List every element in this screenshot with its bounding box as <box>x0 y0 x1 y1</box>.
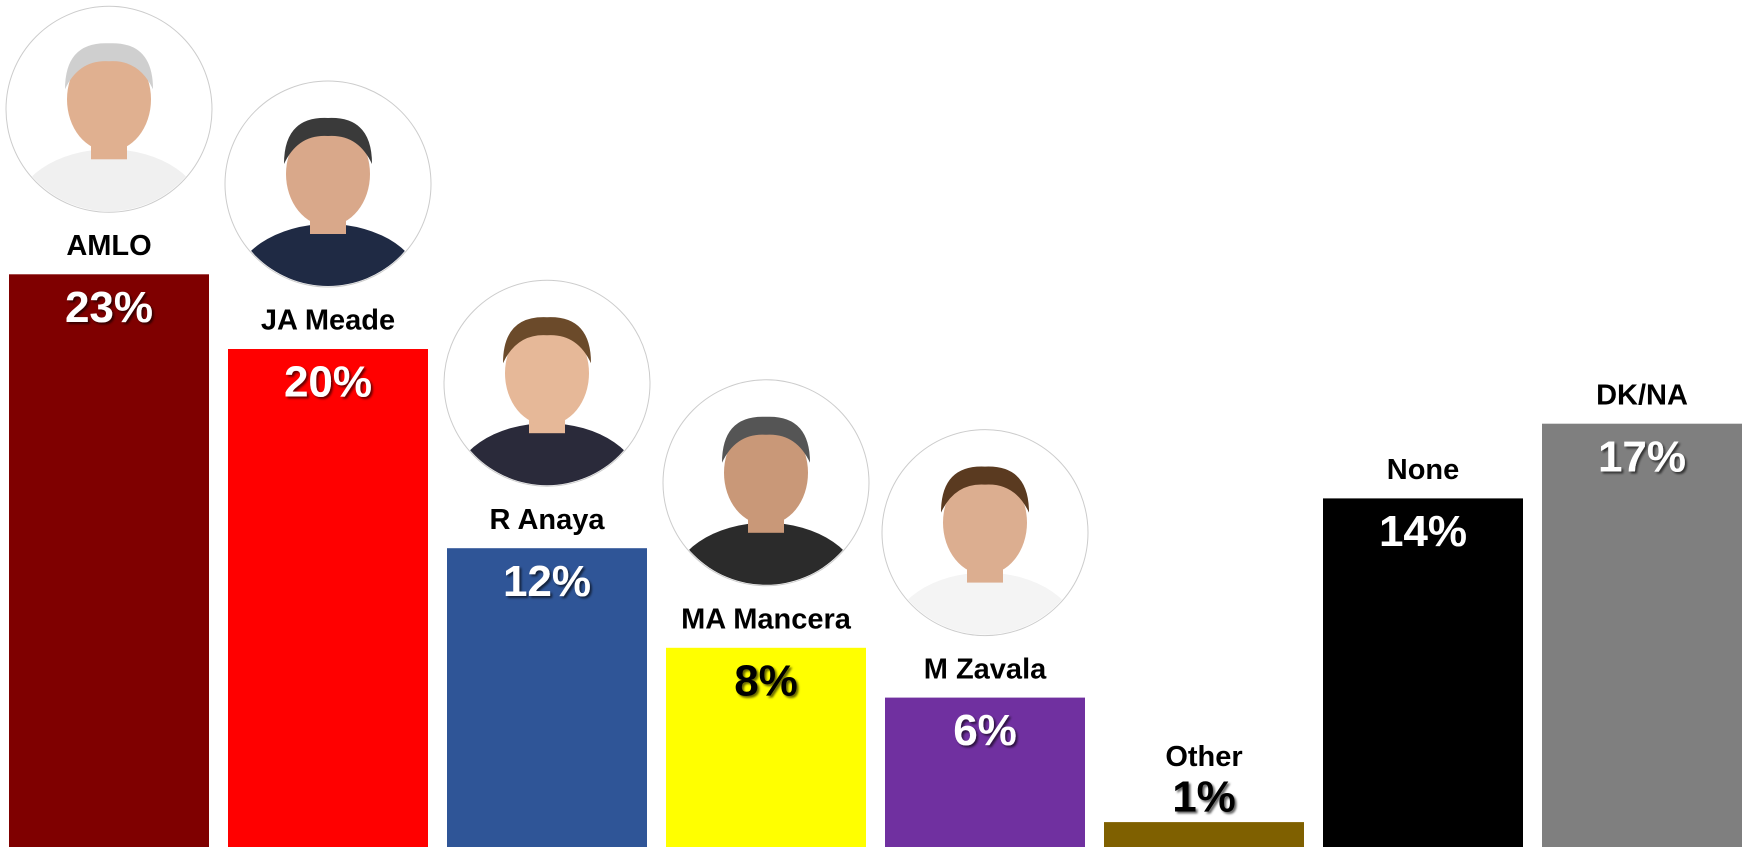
value-label: 14% <box>1379 507 1467 556</box>
bar <box>9 274 209 847</box>
value-label: 12% <box>503 557 591 606</box>
value-label: 20% <box>284 358 372 407</box>
value-label: 17% <box>1598 432 1686 481</box>
value-label: 23% <box>65 283 153 332</box>
category-label: MA Mancera <box>681 603 852 635</box>
value-label: 8% <box>734 656 798 705</box>
value-label: 6% <box>953 706 1017 755</box>
chart: 23% AMLO 20% JA Meade 12% R Anaya 8% MA Mancera… <box>0 0 1744 857</box>
category-label: JA Meade <box>261 305 395 337</box>
bar <box>228 349 428 847</box>
bar <box>1104 822 1304 847</box>
category-label: M Zavala <box>924 653 1047 685</box>
value-label: 1% <box>1172 773 1236 822</box>
category-label: AMLO <box>66 230 151 262</box>
category-label: DK/NA <box>1596 379 1688 411</box>
category-label: Other <box>1165 741 1242 773</box>
bar <box>1542 424 1742 847</box>
category-label: None <box>1387 454 1460 486</box>
category-label: R Anaya <box>490 504 606 536</box>
